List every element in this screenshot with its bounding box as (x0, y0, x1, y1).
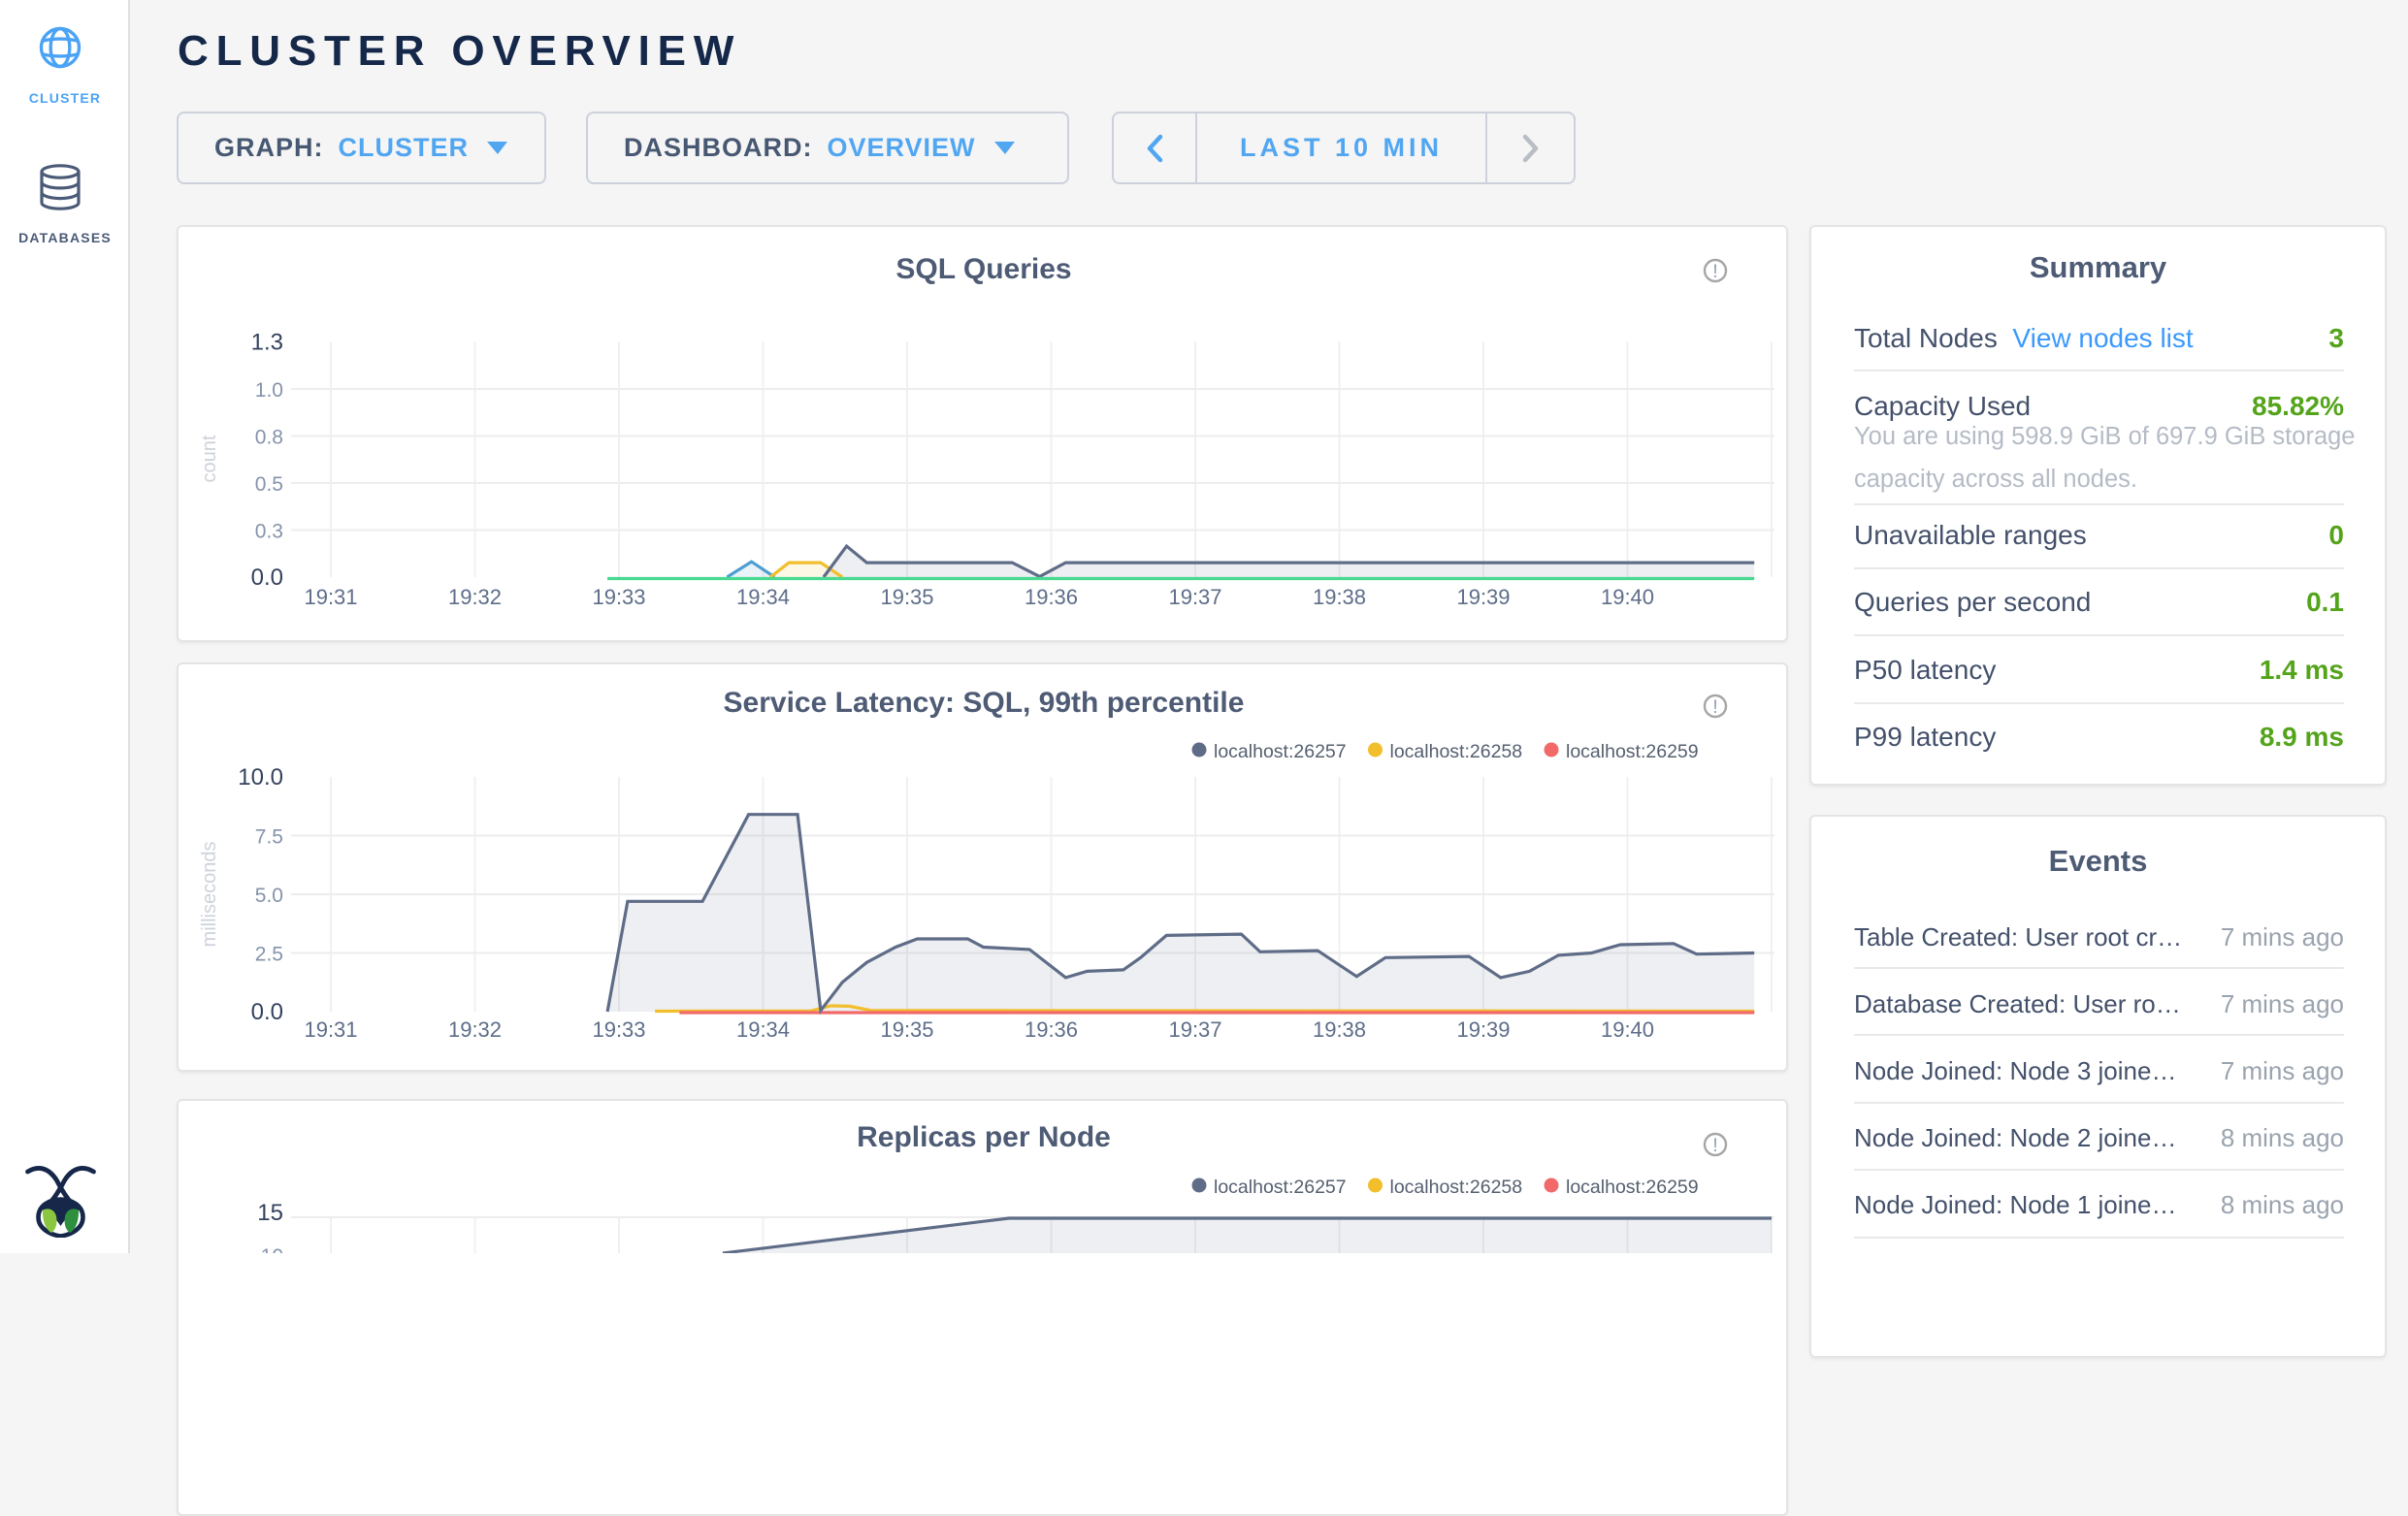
svg-text:0.0: 0.0 (251, 564, 283, 591)
svg-text:19:36: 19:36 (1025, 1017, 1078, 1042)
svg-text:milliseconds: milliseconds (199, 842, 220, 948)
svg-text:0.3: 0.3 (255, 521, 283, 543)
svg-text:19:31: 19:31 (304, 585, 357, 609)
svg-text:!: ! (1712, 1136, 1717, 1156)
svg-text:SQL Queries: SQL Queries (895, 253, 1071, 285)
svg-text:19:34: 19:34 (736, 585, 790, 609)
svg-text:19:37: 19:37 (1168, 1017, 1221, 1042)
svg-text:19:34: 19:34 (736, 1017, 790, 1042)
svg-text:Service Latency: SQL, 99th per: Service Latency: SQL, 99th percentile (724, 687, 1245, 719)
svg-text:1.0: 1.0 (255, 379, 283, 402)
svg-text:19:38: 19:38 (1313, 585, 1366, 609)
svg-text:localhost:26258: localhost:26258 (1390, 741, 1523, 762)
svg-text:localhost:26257: localhost:26257 (1214, 741, 1347, 762)
svg-text:19:35: 19:35 (880, 1017, 933, 1042)
svg-text:19:32: 19:32 (448, 1017, 502, 1042)
svg-text:1.3: 1.3 (251, 330, 283, 356)
svg-text:19:38: 19:38 (1313, 1017, 1366, 1042)
svg-text:localhost:26257: localhost:26257 (1214, 1177, 1347, 1198)
svg-text:19:36: 19:36 (1025, 585, 1078, 609)
svg-text:19:39: 19:39 (1456, 1017, 1510, 1042)
svg-text:19:31: 19:31 (304, 1017, 357, 1042)
svg-text:0.8: 0.8 (255, 427, 283, 449)
svg-text:19:33: 19:33 (592, 585, 645, 609)
svg-text:localhost:26259: localhost:26259 (1566, 741, 1699, 762)
svg-text:0.0: 0.0 (251, 999, 283, 1025)
svg-text:2.5: 2.5 (255, 944, 283, 966)
svg-text:7.5: 7.5 (255, 826, 283, 849)
svg-text:19:40: 19:40 (1601, 1017, 1654, 1042)
svg-text:!: ! (1712, 262, 1717, 282)
svg-text:Replicas per Node: Replicas per Node (857, 1121, 1111, 1153)
svg-text:19:32: 19:32 (448, 585, 502, 609)
svg-text:19:40: 19:40 (1601, 585, 1654, 609)
svg-text:0.5: 0.5 (255, 473, 283, 496)
svg-text:19:33: 19:33 (592, 1017, 645, 1042)
svg-text:15: 15 (257, 1200, 283, 1226)
svg-text:19:39: 19:39 (1456, 585, 1510, 609)
svg-text:localhost:26259: localhost:26259 (1566, 1177, 1699, 1198)
svg-text:count: count (199, 435, 220, 482)
svg-text:10.0: 10.0 (238, 764, 283, 790)
svg-text:10: 10 (261, 1245, 283, 1253)
svg-text:19:37: 19:37 (1168, 585, 1221, 609)
svg-text:!: ! (1712, 697, 1717, 718)
svg-text:localhost:26258: localhost:26258 (1390, 1177, 1523, 1198)
svg-text:5.0: 5.0 (255, 885, 283, 907)
svg-text:19:35: 19:35 (880, 585, 933, 609)
